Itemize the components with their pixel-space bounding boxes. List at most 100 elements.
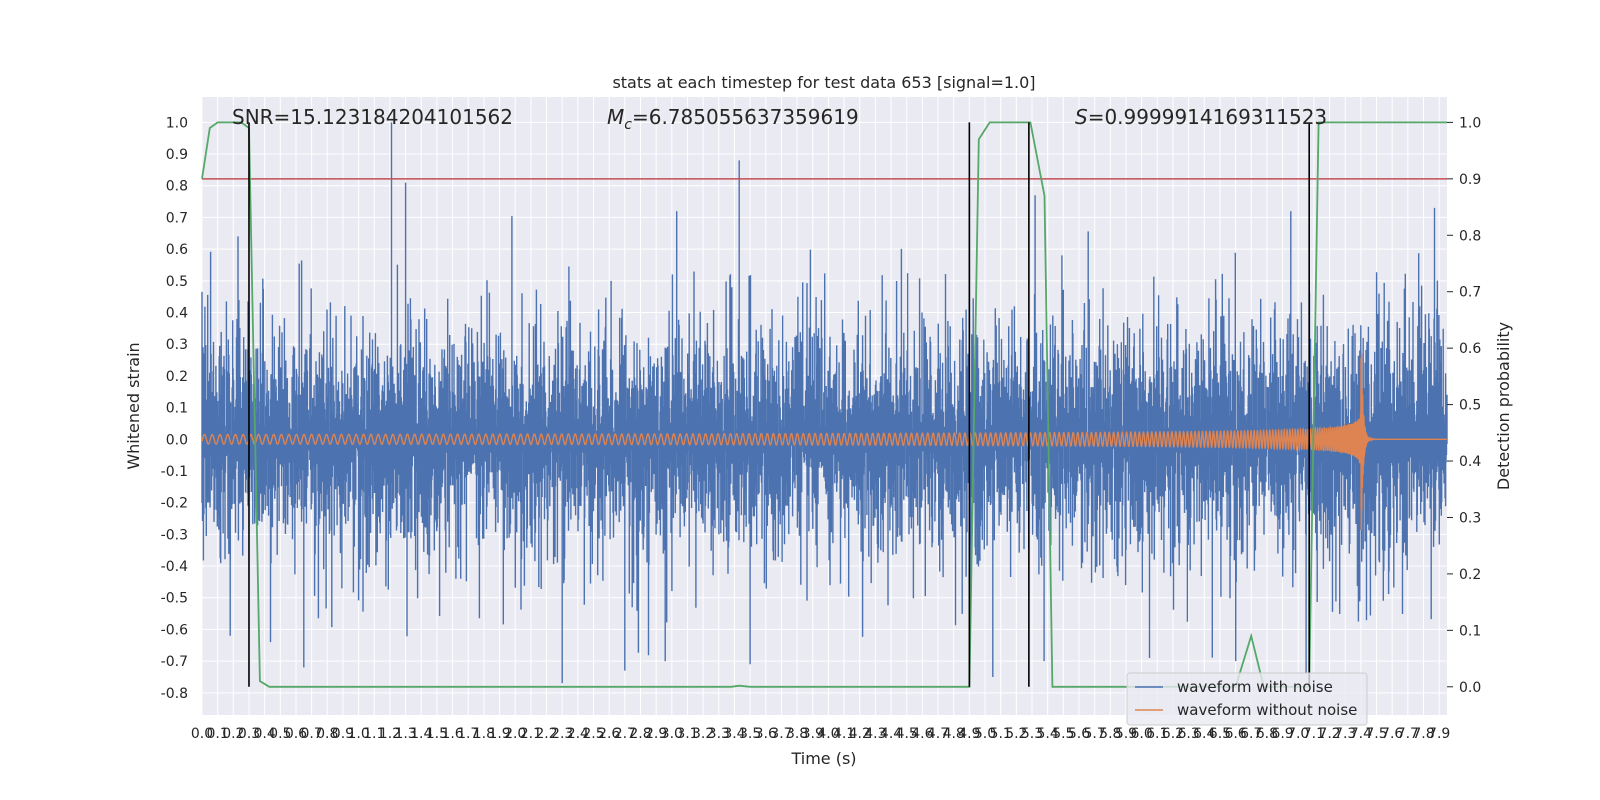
x-tick-label-78: 7.8	[1412, 726, 1434, 742]
x-tick-label-32: 3.2	[692, 726, 714, 742]
x-tick-label-22: 2.2	[535, 726, 557, 742]
y-axis-label: Whitened strain	[124, 342, 143, 469]
x-tick-label-48: 4.8	[943, 726, 965, 742]
x-tick-label-1: 0.1	[207, 726, 229, 742]
x-tick-label-72: 7.2	[1318, 726, 1340, 742]
chirp-mass-subscript: c	[624, 117, 632, 133]
x-tick-label-12: 1.2	[379, 726, 401, 742]
y-tick-label-12: -0.2	[161, 496, 188, 512]
x-tick-label-18: 1.8	[473, 726, 495, 742]
y-tick-label-8: 0.2	[166, 369, 188, 385]
x-tick-label-24: 2.4	[567, 726, 589, 742]
x-tick-label-71: 7.1	[1303, 726, 1325, 742]
y-tick-label-4: 0.6	[166, 242, 188, 258]
x-tick-label-65: 6.5	[1209, 726, 1231, 742]
x-tick-label-8: 0.8	[316, 726, 338, 742]
legend-frame	[1126, 672, 1368, 726]
x-tick-label-9: 0.9	[332, 726, 354, 742]
chirp-mass-symbol: M	[607, 105, 624, 129]
x-tick-label-14: 1.4	[410, 726, 432, 742]
y-tick-label-2: 0.8	[166, 179, 188, 195]
x-tick-label-25: 2.5	[582, 726, 604, 742]
y-tick-label-14: -0.4	[161, 559, 188, 575]
x-tick-label-40: 4.0	[817, 726, 839, 742]
y-tick-label-15: -0.5	[161, 591, 188, 607]
x-tick-label-16: 1.6	[441, 726, 463, 742]
x-tick-label-53: 5.3	[1021, 726, 1043, 742]
x-tick-label-79: 7.9	[1428, 726, 1450, 742]
y-right-tick-label-0: 1.0	[1459, 115, 1481, 131]
y-right-tick-label-9: 0.1	[1459, 623, 1481, 639]
significance-value: =0.9999914169311523	[1088, 105, 1327, 129]
x-tick-label-56: 5.6	[1068, 726, 1090, 742]
x-tick-label-41: 4.1	[833, 726, 855, 742]
x-tick-label-57: 5.7	[1084, 726, 1106, 742]
x-tick-label-63: 6.3	[1177, 726, 1199, 742]
x-tick-label-64: 6.4	[1193, 726, 1215, 742]
x-tick-label-43: 4.3	[864, 726, 886, 742]
x-tick-label-74: 7.4	[1350, 726, 1372, 742]
y-tick-label-18: -0.8	[161, 686, 188, 702]
significance-annotation: S=0.9999914169311523	[1075, 105, 1327, 129]
x-tick-label-44: 4.4	[880, 726, 902, 742]
x-tick-label-58: 5.8	[1099, 726, 1121, 742]
x-axis-label: Time (s)	[790, 749, 856, 768]
x-tick-label-17: 1.7	[457, 726, 479, 742]
ticks: 0.00.10.20.30.40.50.60.70.80.91.01.11.21…	[161, 115, 1482, 742]
legend-label-noise: waveform with noise	[1177, 678, 1333, 696]
x-tick-label-45: 4.5	[896, 726, 918, 742]
y-right-tick-label-4: 0.6	[1459, 341, 1481, 357]
y-tick-label-17: -0.7	[161, 654, 188, 670]
y-tick-label-10: 0.0	[166, 432, 188, 448]
x-tick-label-2: 0.2	[222, 726, 244, 742]
x-tick-label-42: 4.2	[849, 726, 871, 742]
x-tick-label-50: 5.0	[974, 726, 996, 742]
y-right-tick-label-5: 0.5	[1459, 398, 1481, 414]
series-waveform-without-noise	[201, 353, 1447, 530]
x-tick-label-52: 5.2	[1005, 726, 1027, 742]
y-tick-label-3: 0.7	[166, 210, 188, 226]
y-axis-right-label: Detection probability	[1494, 322, 1513, 490]
y-right-tick-label-7: 0.3	[1459, 510, 1481, 526]
x-tick-label-37: 3.7	[770, 726, 792, 742]
y-right-tick-label-6: 0.4	[1459, 454, 1481, 470]
legend: waveform with noise waveform without noi…	[1126, 672, 1368, 726]
y-right-tick-label-1: 0.9	[1459, 172, 1481, 188]
x-tick-label-33: 3.3	[708, 726, 730, 742]
chirp-mass-annotation: Mc=6.785055637359619	[607, 105, 859, 133]
y-tick-label-9: 0.1	[166, 401, 188, 417]
y-tick-label-5: 0.5	[166, 274, 188, 290]
x-tick-label-55: 5.5	[1052, 726, 1074, 742]
x-tick-label-0: 0.0	[191, 726, 213, 742]
y-right-tick-label-3: 0.7	[1459, 285, 1481, 301]
y-right-tick-label-10: 0.0	[1459, 680, 1481, 696]
x-tick-label-59: 5.9	[1115, 726, 1137, 742]
x-tick-label-77: 7.7	[1397, 726, 1419, 742]
x-tick-label-68: 6.8	[1256, 726, 1278, 742]
y-tick-label-0: 1.0	[166, 115, 188, 131]
x-tick-label-36: 3.6	[755, 726, 777, 742]
x-tick-label-6: 0.6	[285, 726, 307, 742]
x-tick-label-29: 2.9	[645, 726, 667, 742]
x-tick-label-20: 2.0	[504, 726, 526, 742]
y-tick-label-1: 0.9	[166, 147, 188, 163]
x-tick-label-75: 7.5	[1365, 726, 1387, 742]
x-tick-label-49: 4.9	[958, 726, 980, 742]
x-tick-label-19: 1.9	[488, 726, 510, 742]
y-tick-label-13: -0.3	[161, 527, 188, 543]
x-tick-label-60: 6.0	[1130, 726, 1152, 742]
x-tick-label-23: 2.3	[551, 726, 573, 742]
x-tick-label-51: 5.1	[990, 726, 1012, 742]
x-tick-label-38: 3.8	[786, 726, 808, 742]
x-tick-label-62: 6.2	[1162, 726, 1184, 742]
x-tick-label-47: 4.7	[927, 726, 949, 742]
x-tick-label-15: 1.5	[426, 726, 448, 742]
significance-symbol: S	[1075, 105, 1088, 129]
x-tick-label-67: 6.7	[1240, 726, 1262, 742]
x-tick-label-54: 5.4	[1037, 726, 1059, 742]
x-tick-label-3: 0.3	[238, 726, 260, 742]
snr-annotation: SNR=15.123184204101562	[232, 105, 513, 129]
x-tick-label-5: 0.5	[269, 726, 291, 742]
x-tick-label-21: 2.1	[520, 726, 542, 742]
